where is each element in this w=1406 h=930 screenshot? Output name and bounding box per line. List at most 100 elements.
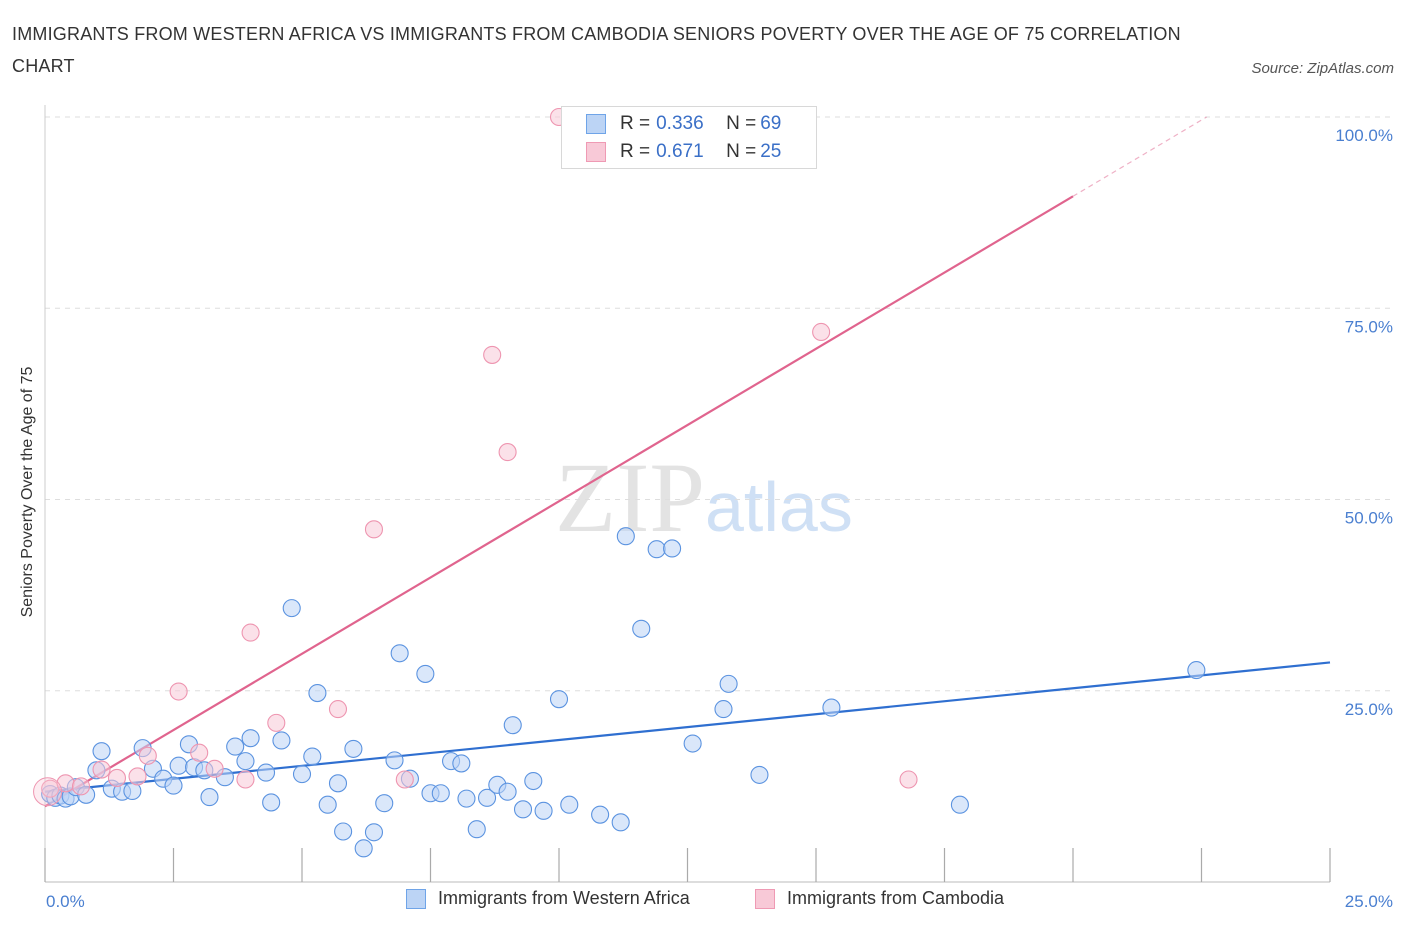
point-western-africa xyxy=(591,805,610,824)
point-western-africa xyxy=(241,729,260,748)
legend-n-value: 25 xyxy=(760,141,782,162)
watermark: ZIPatlas xyxy=(555,440,853,555)
legend-n-label: N = xyxy=(726,113,757,134)
point-western-africa xyxy=(416,664,435,683)
point-western-africa xyxy=(714,700,733,719)
grid-lines xyxy=(45,116,1392,692)
point-cambodia xyxy=(169,682,188,701)
y-tick-label: 75.0% xyxy=(1345,317,1393,336)
source-credit: Source: ZipAtlas.com xyxy=(1251,60,1394,77)
point-western-africa xyxy=(328,774,348,793)
legend-row-western-africa: R = 0.336 N = 69 xyxy=(586,112,781,136)
point-cambodia xyxy=(395,770,414,789)
point-cambodia xyxy=(71,777,91,796)
point-western-africa xyxy=(431,784,450,803)
correlation-legend: R = 0.336 N = 69 R = 0.671 N = 25 xyxy=(561,106,817,169)
point-western-africa xyxy=(719,674,738,693)
point-western-africa xyxy=(683,734,702,753)
point-cambodia xyxy=(364,520,384,539)
point-cambodia xyxy=(498,443,517,462)
point-western-africa xyxy=(616,527,635,546)
point-cambodia xyxy=(328,700,348,719)
point-cambodia xyxy=(899,770,918,789)
legend-r-value: 0.671 xyxy=(656,141,704,162)
point-western-africa xyxy=(950,795,969,814)
point-western-africa xyxy=(477,788,497,807)
point-western-africa xyxy=(334,822,353,841)
point-western-africa xyxy=(308,683,327,703)
y-tick-label: 100.0% xyxy=(1335,126,1393,145)
axes xyxy=(44,105,1331,883)
point-cambodia xyxy=(138,746,157,765)
trend-line-cambodia xyxy=(44,195,1074,808)
bottom-legend-swatch-blue xyxy=(406,888,426,909)
bottom-legend-western-africa: Immigrants from Western Africa xyxy=(406,888,690,909)
legend-swatch-pink xyxy=(586,142,606,162)
point-western-africa xyxy=(262,793,281,812)
point-western-africa xyxy=(549,690,569,709)
point-western-africa xyxy=(282,599,301,618)
point-western-africa xyxy=(318,795,337,814)
point-western-africa xyxy=(513,800,533,819)
point-western-africa xyxy=(822,698,841,717)
point-cambodia xyxy=(128,767,147,786)
trend-lines xyxy=(44,116,1331,808)
point-western-africa xyxy=(467,820,486,839)
point-western-africa xyxy=(292,765,312,784)
legend-n-value: 69 xyxy=(760,113,782,134)
legend-r-label: R = xyxy=(620,141,651,162)
point-western-africa xyxy=(200,788,219,807)
x-tick-label: 0.0% xyxy=(46,892,85,911)
point-western-africa xyxy=(256,763,276,782)
point-western-africa xyxy=(647,540,666,559)
point-cluster xyxy=(33,777,63,807)
y-tick-label: 50.0% xyxy=(1345,509,1393,528)
point-western-africa xyxy=(663,539,682,558)
legend-n-label: N = xyxy=(726,141,757,162)
point-western-africa xyxy=(92,742,111,761)
point-cambodia xyxy=(92,760,111,779)
point-western-africa xyxy=(226,737,245,756)
tick-labels: 25.0% 50.0% 75.0% 100.0% 0.0% 25.0% xyxy=(46,126,1393,911)
point-cambodia xyxy=(205,759,224,778)
point-western-africa xyxy=(611,813,630,832)
y-tick-label: 25.0% xyxy=(1345,700,1393,719)
bottom-legend-label: Immigrants from Cambodia xyxy=(787,888,1005,908)
point-western-africa xyxy=(354,839,373,858)
point-western-africa xyxy=(344,739,363,758)
point-cambodia xyxy=(107,768,127,788)
point-western-africa xyxy=(560,795,579,814)
point-western-africa xyxy=(452,754,471,773)
point-western-africa xyxy=(498,782,517,801)
point-western-africa xyxy=(457,789,476,808)
point-western-africa xyxy=(524,771,543,791)
point-western-africa xyxy=(632,619,651,638)
point-western-africa xyxy=(364,823,384,842)
point-cambodia xyxy=(812,322,831,342)
legend-r-label: R = xyxy=(620,113,651,134)
point-western-africa xyxy=(385,751,404,770)
point-cambodia xyxy=(241,623,260,642)
point-western-africa xyxy=(164,776,183,795)
point-western-africa xyxy=(375,794,394,813)
point-western-africa xyxy=(534,801,553,820)
bottom-legend-cambodia: Immigrants from Cambodia xyxy=(755,888,1004,909)
chart-title: IMMIGRANTS FROM WESTERN AFRICA VS IMMIGR… xyxy=(12,24,1181,76)
point-western-africa xyxy=(236,752,255,771)
x-tick-label: 25.0% xyxy=(1345,892,1393,911)
legend-row-cambodia: R = 0.671 N = 25 xyxy=(586,140,781,164)
bottom-legend-label: Immigrants from Western Africa xyxy=(438,888,690,908)
point-cambodia xyxy=(483,345,502,364)
point-western-africa xyxy=(169,756,188,775)
data-points xyxy=(33,107,1206,858)
point-western-africa xyxy=(503,716,522,735)
point-cambodia xyxy=(190,743,209,762)
point-cambodia xyxy=(236,770,255,789)
legend-r-value: 0.336 xyxy=(656,113,704,134)
point-western-africa xyxy=(750,765,769,784)
point-western-africa xyxy=(303,747,322,766)
bottom-legend-swatch-pink xyxy=(755,888,775,909)
point-western-africa xyxy=(272,731,291,750)
trend-line-western-africa xyxy=(44,661,1331,793)
